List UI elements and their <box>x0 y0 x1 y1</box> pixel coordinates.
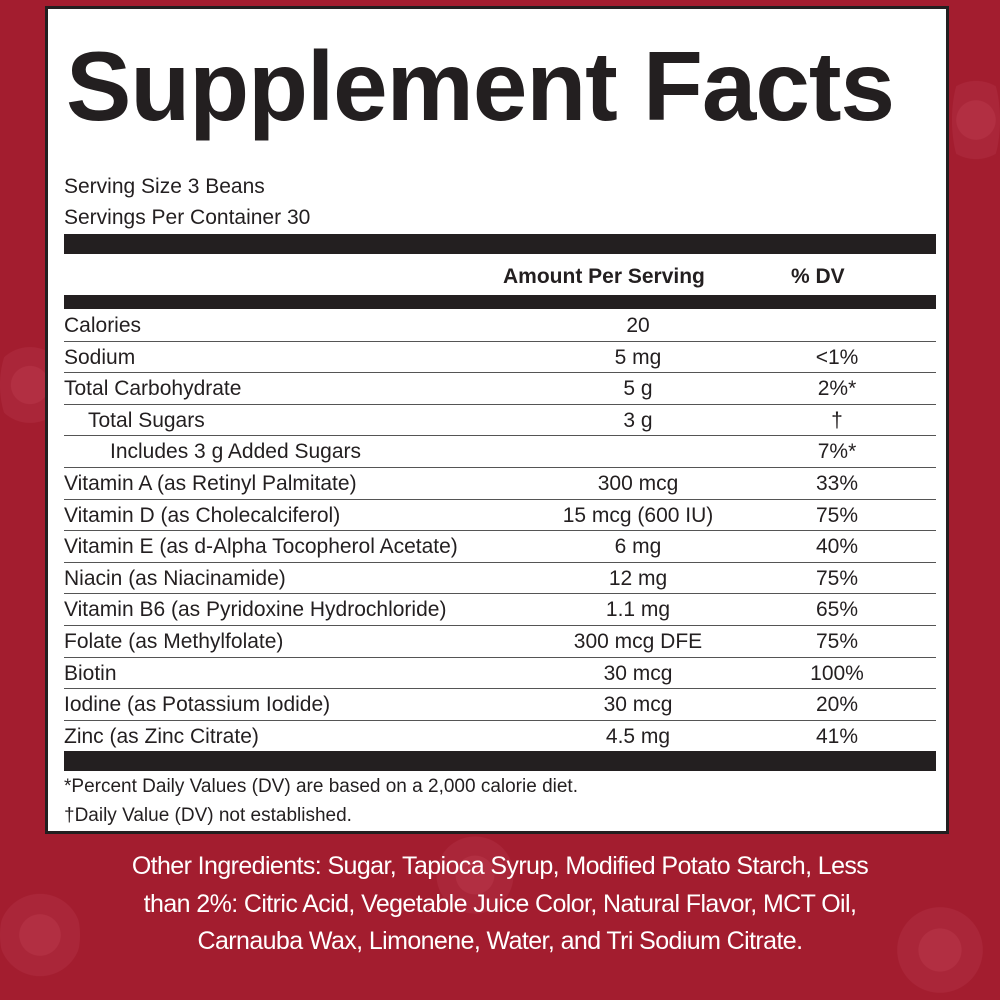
amount-header: Amount Per Serving <box>503 265 705 288</box>
nutrient-dv: 2%* <box>817 377 857 401</box>
nutrient-amount: 5 mg <box>614 345 662 369</box>
nutrient-amount: 6 mg <box>614 535 662 559</box>
nutrient-amount: 3 g <box>623 408 653 432</box>
ingredients-line: Carnauba Wax, Limonene, Water, and Tri S… <box>197 927 804 955</box>
nutrient-dv: 40% <box>815 535 859 559</box>
nutrient-name: Total Sugars <box>88 408 205 432</box>
nutrient-amount: 300 mcg <box>597 472 679 495</box>
supplement-facts-panel: Supplement Facts Serving Size 3 Beans Se… <box>45 6 949 834</box>
nutrient-name: Vitamin D (as Cholecalciferol) <box>64 503 341 527</box>
table-row: Total Carbohydrate 5 g 2%* <box>64 373 936 405</box>
divider-bar <box>64 295 936 309</box>
nutrient-dv: 75% <box>815 503 859 527</box>
table-row: Vitamin D (as Cholecalciferol) 15 mcg (60… <box>64 500 936 532</box>
nutrient-dv: 65% <box>815 598 859 622</box>
raspberry-decoration <box>0 880 80 990</box>
nutrient-name: Includes 3 g Added Sugars <box>110 440 362 464</box>
nutrient-dv: 20% <box>815 693 859 717</box>
nutrient-amount: 300 mcg DFE <box>573 630 703 653</box>
raspberry-decoration <box>952 60 1000 180</box>
nutrient-name: Vitamin E (as d-Alpha Tocopherol Acetate… <box>64 535 458 559</box>
nutrient-dv: 7%* <box>817 440 857 464</box>
divider-bar <box>64 751 936 771</box>
raspberry-decoration <box>430 830 520 920</box>
table-row: Biotin 30 mcg 100% <box>64 658 936 690</box>
nutrient-amount: 15 mcg (600 IU) <box>562 503 714 527</box>
nutrient-amount: 4.5 mg <box>605 724 671 748</box>
divider-bar <box>64 234 936 254</box>
nutrient-name: Calories <box>64 314 142 337</box>
nutrient-name: Niacin (as Niacinamide) <box>64 566 286 590</box>
footnote-dagger: †Daily Value (DV) not established. <box>64 805 352 826</box>
nutrient-amount: 1.1 mg <box>605 598 671 622</box>
nutrient-dv: † <box>831 408 843 432</box>
nutrient-dv: 100% <box>810 661 864 685</box>
nutrient-dv: 33% <box>815 472 859 495</box>
nutrient-dv: 75% <box>815 630 859 653</box>
nutrient-dv: <1% <box>815 345 859 369</box>
nutrient-amount: 12 mg <box>608 566 668 590</box>
table-row: Total Sugars 3 g † <box>64 405 936 437</box>
other-ingredients: Other Ingredients: Sugar, Tapioca Syrup,… <box>0 848 1000 961</box>
nutrient-dv: 41% <box>815 724 859 748</box>
nutrient-name: Iodine (as Potassium Iodide) <box>64 693 331 717</box>
nutrient-amount: 20 <box>626 314 650 337</box>
nutrient-name: Vitamin A (as Retinyl Palmitate) <box>64 472 357 495</box>
table-row: Niacin (as Niacinamide) 12 mg 75% <box>64 563 936 595</box>
footnote-dv: *Percent Daily Values (DV) are based on … <box>64 776 578 797</box>
nutrient-dv: 75% <box>815 566 859 590</box>
dv-header: % DV <box>791 265 845 288</box>
nutrient-name: Sodium <box>64 345 136 369</box>
nutrient-name: Biotin <box>64 661 117 685</box>
table-row: Calories 20 <box>64 310 936 342</box>
table-row: Sodium 5 mg <1% <box>64 342 936 374</box>
nutrient-name: Vitamin B6 (as Pyridoxine Hydrochloride) <box>64 598 447 622</box>
ingredients-line: than 2%: Citric Acid, Vegetable Juice Co… <box>143 889 857 918</box>
servings-per-container: Servings Per Container 30 <box>64 206 311 229</box>
nutrient-amount: 5 g <box>623 377 653 401</box>
table-row: Vitamin E (as d-Alpha Tocopherol Acetate… <box>64 531 936 563</box>
table-row: Vitamin B6 (as Pyridoxine Hydrochloride)… <box>64 594 936 626</box>
table-row: Folate (as Methylfolate) 300 mcg DFE 75% <box>64 626 936 658</box>
nutrient-name: Zinc (as Zinc Citrate) <box>64 724 259 748</box>
nutrient-name: Folate (as Methylfolate) <box>64 630 284 653</box>
nutrient-name: Total Carbohydrate <box>64 377 242 401</box>
table-row: Includes 3 g Added Sugars 7%* <box>64 436 936 468</box>
table-row: Iodine (as Potassium Iodide) 30 mcg 20% <box>64 689 936 721</box>
table-row: Zinc (as Zinc Citrate) 4.5 mg 41% <box>64 721 936 753</box>
serving-size: Serving Size 3 Beans <box>64 175 265 198</box>
table-row: Vitamin A (as Retinyl Palmitate) 300 mcg 3… <box>64 468 936 500</box>
nutrient-amount: 30 mcg <box>603 661 673 685</box>
nutrient-amount: 30 mcg <box>603 693 673 717</box>
panel-title: Supplement Facts <box>66 31 895 141</box>
ingredients-line: Other Ingredients: Sugar, Tapioca Syrup,… <box>131 852 869 880</box>
raspberry-decoration <box>890 900 990 1000</box>
